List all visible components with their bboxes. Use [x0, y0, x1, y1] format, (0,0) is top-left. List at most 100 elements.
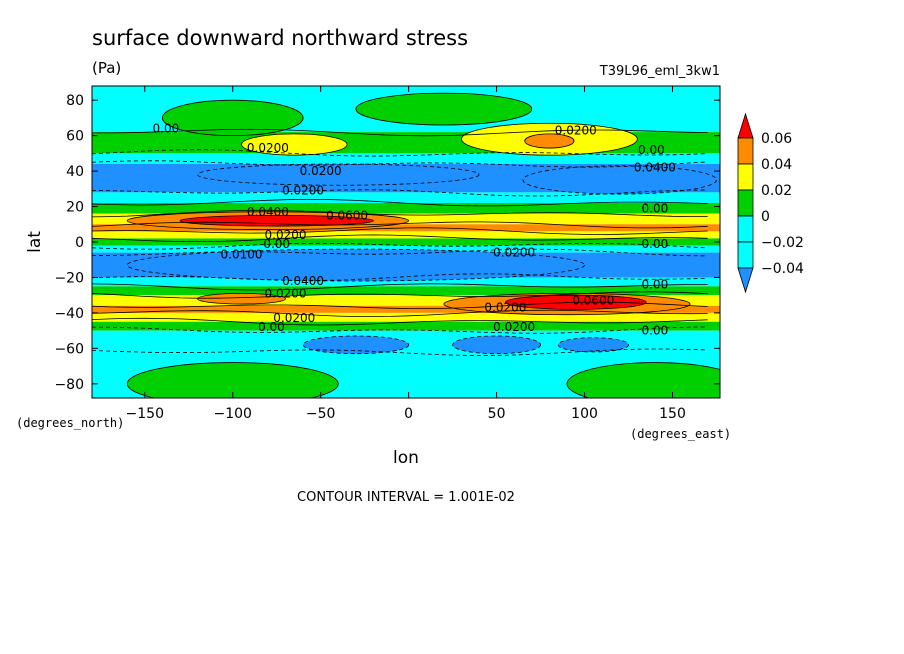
contour-label-18: 0.0600 [572, 294, 614, 308]
feature-contour-16 [126, 362, 339, 398]
x-axis-ticks: −150 −100 −50 0 50 100 150 [126, 86, 686, 422]
contour-label-4: 0.0400 [634, 161, 676, 175]
contour-label-9: 0.0400 [247, 205, 289, 219]
colorbar-extend-bottom [737, 267, 754, 294]
feature-contour-17 [566, 362, 720, 398]
feature-contour-6 [522, 165, 717, 195]
contour-label-21: 0.00 [258, 320, 285, 334]
field-feature-15 [558, 337, 629, 352]
contour-label-13: 0.0100 [221, 247, 263, 261]
feature-contour-10 [443, 293, 691, 316]
x-tick-label-3: 0 [404, 406, 413, 422]
feature-contour-0 [161, 99, 304, 137]
colorbar-label-0: 0.06 [761, 131, 792, 147]
field-feature-4 [524, 133, 574, 149]
field-feature-17 [566, 362, 720, 398]
contour-line-17 [92, 317, 708, 326]
contour-line-13 [92, 283, 708, 291]
x-tick-label-0: −150 [126, 406, 164, 422]
feature-contour-13 [302, 335, 410, 355]
x-tick-label-6: 150 [659, 406, 686, 422]
contour-line-11 [92, 248, 708, 257]
y-tick-label-4: 0 [75, 235, 84, 251]
contour-label-11: 0.00 [263, 237, 290, 251]
zonal-band-13 [92, 286, 720, 296]
zonal-band-15 [92, 305, 720, 313]
colorbar-label-5: −0.04 [761, 261, 804, 277]
field-feature-1 [355, 93, 532, 125]
contour-line-18 [92, 326, 708, 334]
colorbar-label-1: 0.04 [761, 157, 792, 173]
chart-title: surface downward northward stress [92, 26, 468, 50]
contour-label-3: 0.00 [638, 143, 665, 157]
x-tick-label-2: −50 [306, 406, 336, 422]
feature-contour-8 [179, 215, 374, 227]
y-tick-label-2: 40 [66, 164, 84, 180]
zonal-band-12 [92, 277, 720, 287]
colorbar-label-3: 0 [761, 209, 770, 225]
contour-line-15 [92, 301, 708, 310]
colorbar-segment-1 [737, 163, 754, 191]
contour-label-1: 0.0200 [555, 123, 597, 137]
zonal-band-2 [92, 153, 720, 164]
contour-line-9 [92, 234, 708, 243]
y-tick-label-1: 60 [66, 129, 84, 145]
field-feature-13 [303, 335, 409, 354]
y-tick-label-3: 20 [66, 200, 84, 216]
contour-label-0: 0.00 [153, 122, 180, 136]
y-axis-label: lat [25, 231, 45, 253]
y-unit-label: (degrees_north) [16, 416, 124, 430]
contour-label-5: 0.0200 [300, 164, 342, 178]
field-feature-16 [127, 362, 339, 398]
zonal-band-14 [92, 295, 720, 306]
contour-label-10: 0.0200 [265, 228, 307, 242]
y-tick-label-8: −80 [54, 377, 84, 393]
field-feature-14 [452, 335, 541, 354]
field-feature-9 [127, 249, 585, 281]
feature-contour-9 [126, 248, 585, 282]
plot-area [92, 86, 720, 398]
contour-lines [92, 92, 720, 398]
chart-units: (Pa) [92, 59, 121, 77]
contour-line-6 [92, 209, 708, 218]
y-tick-label-0: 80 [66, 93, 84, 109]
contour-interval-note: CONTOUR INTERVAL = 1.001E-02 [297, 490, 515, 505]
field-feature-12 [197, 293, 286, 305]
feature-contour-7 [126, 211, 410, 230]
contour-line-19 [92, 348, 708, 356]
x-tick-label-1: −100 [214, 406, 252, 422]
y-tick-label-6: −40 [54, 306, 84, 322]
contour-label-23: 0.00 [642, 324, 669, 338]
zonal-band-16 [92, 312, 720, 322]
colorbar-segment-4 [737, 241, 754, 269]
contour-line-2 [92, 149, 708, 157]
x-tick-label-4: 50 [488, 406, 506, 422]
feature-contour-12 [197, 293, 286, 305]
colorbar-extend-top [737, 112, 754, 139]
y-axis-ticks: 80 60 40 20 0 −20 −40 −60 −80 [54, 93, 720, 393]
zonal-band-4 [92, 192, 720, 203]
contour-line-8 [92, 227, 708, 235]
contour-label-12: 0.00 [642, 237, 669, 251]
feature-contour-3 [461, 122, 638, 156]
x-axis-label: lon [393, 448, 419, 468]
colorbar-label-2: 0.02 [761, 183, 792, 199]
feature-contour-5 [197, 163, 480, 186]
colorbar-segment-2 [737, 189, 754, 217]
x-tick-label-5: 100 [571, 406, 598, 422]
contour-line-1 [92, 128, 708, 137]
feature-contour-14 [452, 335, 541, 355]
zonal-band-17 [92, 321, 720, 331]
zonal-band-8 [92, 231, 720, 239]
contour-label-6: 0.0200 [282, 184, 324, 198]
feature-contour-2 [241, 133, 348, 156]
zonal-band-18 [92, 330, 720, 352]
contour-line-16 [92, 309, 708, 318]
field-feature-6 [522, 165, 717, 195]
contour-label-20: 0.0200 [273, 311, 315, 325]
feature-contour-11 [504, 294, 647, 310]
feature-contour-1 [355, 92, 533, 126]
contour-line-10 [92, 242, 708, 250]
